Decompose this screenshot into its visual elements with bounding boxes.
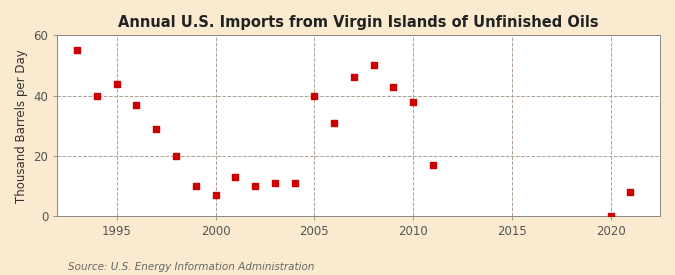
Point	[388, 84, 399, 89]
Point	[348, 75, 359, 80]
Point	[329, 120, 340, 125]
Point	[131, 102, 142, 107]
Point	[72, 48, 82, 53]
Point	[408, 99, 418, 104]
Point	[171, 153, 182, 158]
Point	[92, 93, 103, 98]
Point	[289, 181, 300, 185]
Point	[368, 63, 379, 68]
Point	[151, 126, 161, 131]
Title: Annual U.S. Imports from Virgin Islands of Unfinished Oils: Annual U.S. Imports from Virgin Islands …	[118, 15, 599, 30]
Point	[230, 175, 241, 179]
Point	[427, 163, 438, 167]
Y-axis label: Thousand Barrels per Day: Thousand Barrels per Day	[15, 49, 28, 202]
Point	[625, 190, 636, 194]
Text: Source: U.S. Energy Information Administration: Source: U.S. Energy Information Administ…	[68, 262, 314, 272]
Point	[605, 214, 616, 218]
Point	[190, 184, 201, 188]
Point	[250, 184, 261, 188]
Point	[210, 193, 221, 197]
Point	[111, 81, 122, 86]
Point	[269, 181, 280, 185]
Point	[309, 93, 320, 98]
